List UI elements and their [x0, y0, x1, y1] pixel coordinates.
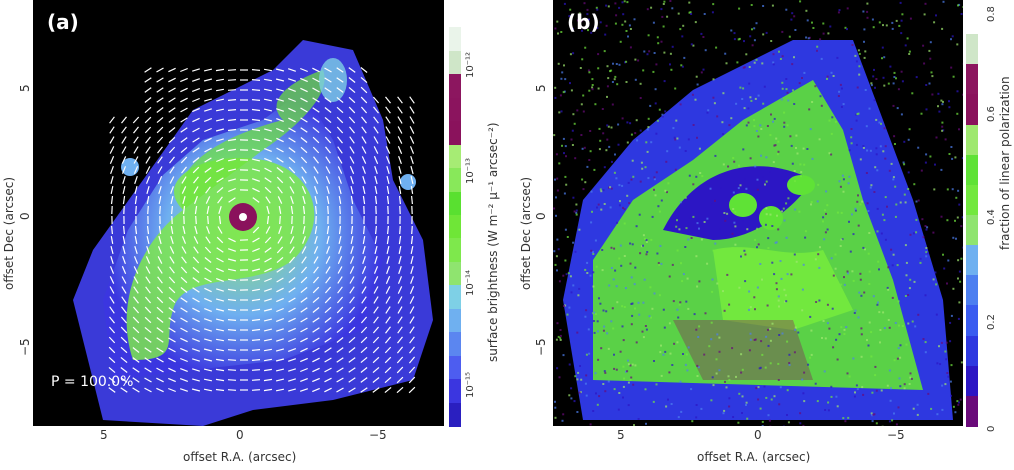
- panel-a-xtick: 0: [236, 428, 244, 442]
- panel-a-ytick: 5: [18, 84, 32, 92]
- colorbar-swatch: [966, 34, 978, 66]
- colorbar-swatch: [966, 395, 978, 428]
- panel-a-colorbar-title: surface brightness (W m⁻² μ⁻¹ arcsec⁻²): [486, 122, 500, 362]
- panel-b-xlabel: offset R.A. (arcsec): [697, 450, 811, 464]
- panel-b-xtick: −5: [887, 428, 905, 442]
- panel-b-image: (b): [553, 0, 963, 426]
- colorbar-swatch: [966, 124, 978, 156]
- panel-a-colorbar: [449, 4, 461, 428]
- colorbar-swatch: [449, 144, 461, 170]
- colorbar-swatch: [966, 335, 978, 367]
- panel-a-xlabel: offset R.A. (arcsec): [183, 450, 297, 464]
- panel-a-xtick: 5: [100, 428, 108, 442]
- colorbar-swatch: [449, 191, 461, 217]
- panel-b-colorbar-tick: 0.2: [986, 314, 997, 330]
- panel-b-xtick: 0: [754, 428, 762, 442]
- colorbar-swatch: [966, 94, 978, 126]
- colorbar-swatch: [966, 184, 978, 217]
- colorbar-swatch: [966, 245, 978, 277]
- colorbar-swatch: [449, 215, 461, 240]
- colorbar-swatch: [449, 27, 461, 53]
- colorbar-swatch: [449, 308, 461, 334]
- panel-b-ytick: 0: [534, 212, 548, 220]
- panel-b-colorbar: [966, 4, 978, 428]
- colorbar-swatch: [966, 4, 978, 36]
- colorbar-swatch: [449, 97, 461, 123]
- panel-a-ylabel: offset Dec (arcsec): [2, 176, 16, 290]
- panel-a-colorbar-tick: 10⁻¹³: [465, 157, 476, 184]
- panel-b-colorbar-tick: 0.8: [986, 6, 997, 22]
- panel-b-colorbar-tick: 0.4: [986, 209, 997, 225]
- panel-b-ytick: 5: [534, 84, 548, 92]
- panel-b-ytick: −5: [534, 338, 548, 356]
- surface-brightness-map: [73, 40, 433, 426]
- polarization-scale-note: P = 100.0%: [51, 374, 134, 390]
- colorbar-swatch: [449, 238, 461, 264]
- panel-b-label: (b): [567, 10, 600, 34]
- colorbar-swatch: [449, 379, 461, 404]
- colorbar-swatch: [966, 275, 978, 307]
- colorbar-swatch: [449, 4, 461, 29]
- panel-a-colorbar-tick: 10⁻¹⁴: [465, 269, 476, 296]
- panel-a-colorbar-tick: 10⁻¹²: [465, 51, 476, 78]
- colorbar-swatch: [449, 74, 461, 100]
- panel-a-image: (a) P = 100.0%: [33, 0, 444, 426]
- panel-b-colorbar-tick: 0: [986, 425, 997, 432]
- colorbar-swatch: [449, 261, 461, 287]
- colorbar-swatch: [966, 215, 978, 247]
- colorbar-swatch: [966, 154, 978, 187]
- polarization-fraction-map: [553, 0, 963, 426]
- colorbar-swatch: [966, 305, 978, 337]
- panel-b-colorbar-tick: 0.6: [986, 106, 997, 122]
- panel-a-xtick: −5: [369, 428, 387, 442]
- colorbar-swatch: [449, 50, 461, 76]
- panel-a-label: (a): [47, 10, 79, 34]
- colorbar-swatch: [449, 121, 461, 146]
- panel-a-ytick: 0: [18, 212, 32, 220]
- panel-b-xtick: 5: [617, 428, 625, 442]
- panel-a-colorbar-tick: 10⁻¹⁵: [465, 371, 476, 398]
- colorbar-swatch: [449, 402, 461, 428]
- colorbar-swatch: [449, 332, 461, 357]
- colorbar-swatch: [966, 365, 978, 398]
- colorbar-swatch: [449, 168, 461, 193]
- colorbar-swatch: [449, 285, 461, 311]
- panel-a-ytick: −5: [18, 338, 32, 356]
- panel-b-ylabel: offset Dec (arcsec): [519, 176, 533, 290]
- panel-b-colorbar-title: fraction of linear polarization: [998, 76, 1012, 250]
- colorbar-swatch: [449, 355, 461, 381]
- colorbar-swatch: [966, 64, 978, 96]
